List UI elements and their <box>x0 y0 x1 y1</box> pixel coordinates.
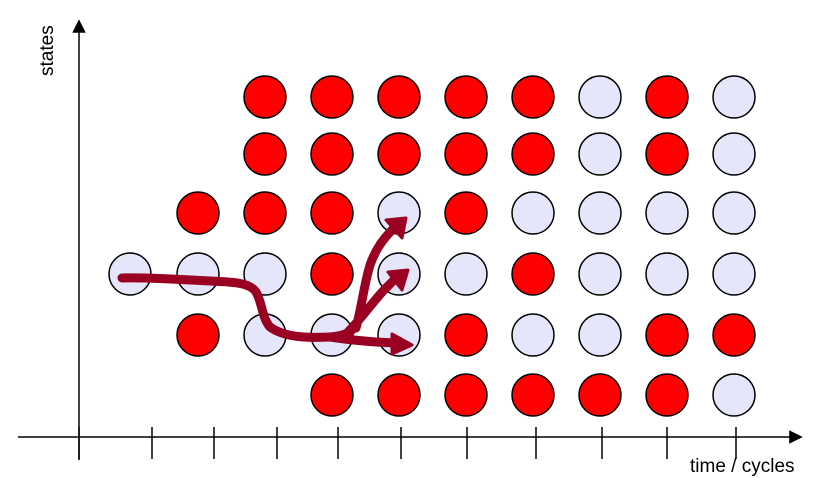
state-circle-red <box>377 75 421 119</box>
state-circle-empty <box>176 252 220 296</box>
state-circle-empty <box>712 252 756 296</box>
trajectory-branch-to-row-4 <box>325 332 400 348</box>
state-circle-empty <box>578 252 622 296</box>
state-circle-red <box>310 191 354 235</box>
state-circle-red <box>310 132 354 176</box>
state-circle-red <box>243 75 287 119</box>
state-circle-red <box>377 373 421 417</box>
state-circle-empty <box>712 373 756 417</box>
state-circle-empty <box>511 313 555 357</box>
state-circle-empty <box>645 191 689 235</box>
state-circle-red <box>243 191 287 235</box>
state-circle-red <box>377 132 421 176</box>
state-circle-red <box>444 313 488 357</box>
state-circle-red <box>444 191 488 235</box>
state-circle-red <box>645 75 689 119</box>
state-circle-red <box>712 313 756 357</box>
state-circle-red <box>444 373 488 417</box>
state-circle-red <box>645 313 689 357</box>
x-axis-ticks <box>78 427 737 459</box>
state-circle-red <box>645 373 689 417</box>
state-circle-empty <box>712 191 756 235</box>
state-circle-empty <box>578 75 622 119</box>
arrowhead-icon <box>386 268 410 292</box>
state-circle-red <box>243 132 287 176</box>
state-circle-empty <box>712 132 756 176</box>
state-circle-red <box>310 252 354 296</box>
state-circle-red <box>511 252 555 296</box>
state-circle-red <box>578 373 622 417</box>
y-axis-label: states <box>37 25 58 76</box>
state-circle-red <box>176 313 220 357</box>
state-circle-empty <box>578 132 622 176</box>
state-circle-red <box>645 132 689 176</box>
state-circle-red <box>310 373 354 417</box>
state-circle-empty <box>712 75 756 119</box>
x-axis-label: time / cycles <box>690 456 795 477</box>
state-circle-red <box>310 75 354 119</box>
state-circle-red <box>511 132 555 176</box>
state-circle-red <box>511 75 555 119</box>
trajectory-paths <box>117 216 414 356</box>
state-circle-empty <box>444 252 488 296</box>
state-circle-red <box>176 191 220 235</box>
arrowhead-icon <box>390 332 414 356</box>
state-grid <box>108 75 756 417</box>
arrowhead-icon <box>384 216 408 240</box>
state-circle-empty <box>578 313 622 357</box>
state-circle-empty <box>645 252 689 296</box>
trajectory-branch-to-row-2 <box>351 223 399 333</box>
state-circle-red <box>444 132 488 176</box>
state-circle-empty <box>511 191 555 235</box>
state-circle-empty <box>578 191 622 235</box>
state-circle-red <box>511 373 555 417</box>
state-circle-red <box>444 75 488 119</box>
